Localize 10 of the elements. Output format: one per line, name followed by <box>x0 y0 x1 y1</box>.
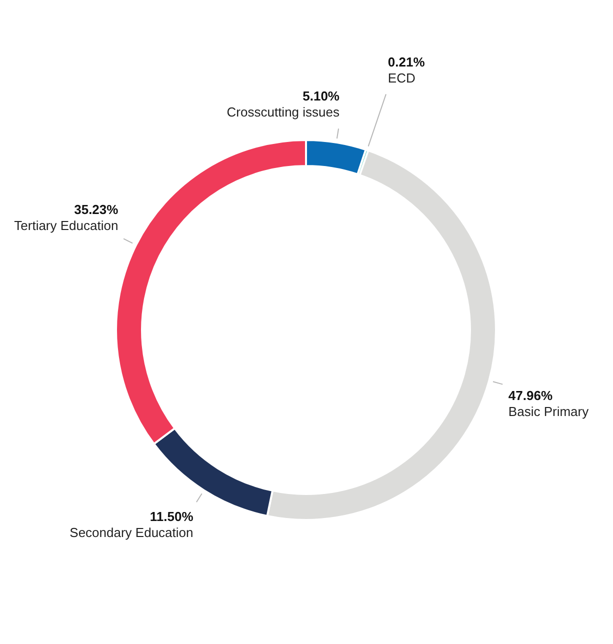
data-label: 35.23% <box>74 202 119 218</box>
data-label: 0.21% <box>388 54 426 70</box>
slice-label: Secondary Education <box>70 525 194 540</box>
data-label: 11.50% <box>150 509 194 524</box>
slice-label: Tertiary Education <box>14 218 118 234</box>
data-label: 47.96% <box>508 388 553 403</box>
data-label: 5.10% <box>302 88 340 104</box>
slice-label: Basic Primary <box>508 404 590 419</box>
slice-label: ECD <box>388 70 416 86</box>
slice-label: Crosscutting issues <box>226 104 340 120</box>
